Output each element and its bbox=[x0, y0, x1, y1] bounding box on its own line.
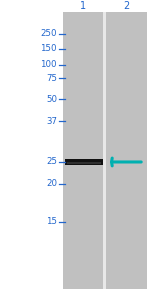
Text: 25: 25 bbox=[46, 157, 57, 166]
Bar bbox=[65, 159, 103, 165]
Text: 50: 50 bbox=[46, 95, 57, 104]
Bar bbox=[103, 12, 106, 289]
Text: 2: 2 bbox=[124, 1, 130, 11]
Text: 1: 1 bbox=[80, 1, 86, 11]
Text: 250: 250 bbox=[40, 29, 57, 38]
Text: 15: 15 bbox=[46, 217, 57, 226]
Text: 100: 100 bbox=[40, 60, 57, 69]
Text: 20: 20 bbox=[46, 179, 57, 188]
Text: 150: 150 bbox=[40, 44, 57, 53]
Bar bbox=[67, 162, 101, 164]
Text: 37: 37 bbox=[46, 117, 57, 126]
Text: 75: 75 bbox=[46, 74, 57, 83]
Bar bbox=[63, 12, 147, 289]
